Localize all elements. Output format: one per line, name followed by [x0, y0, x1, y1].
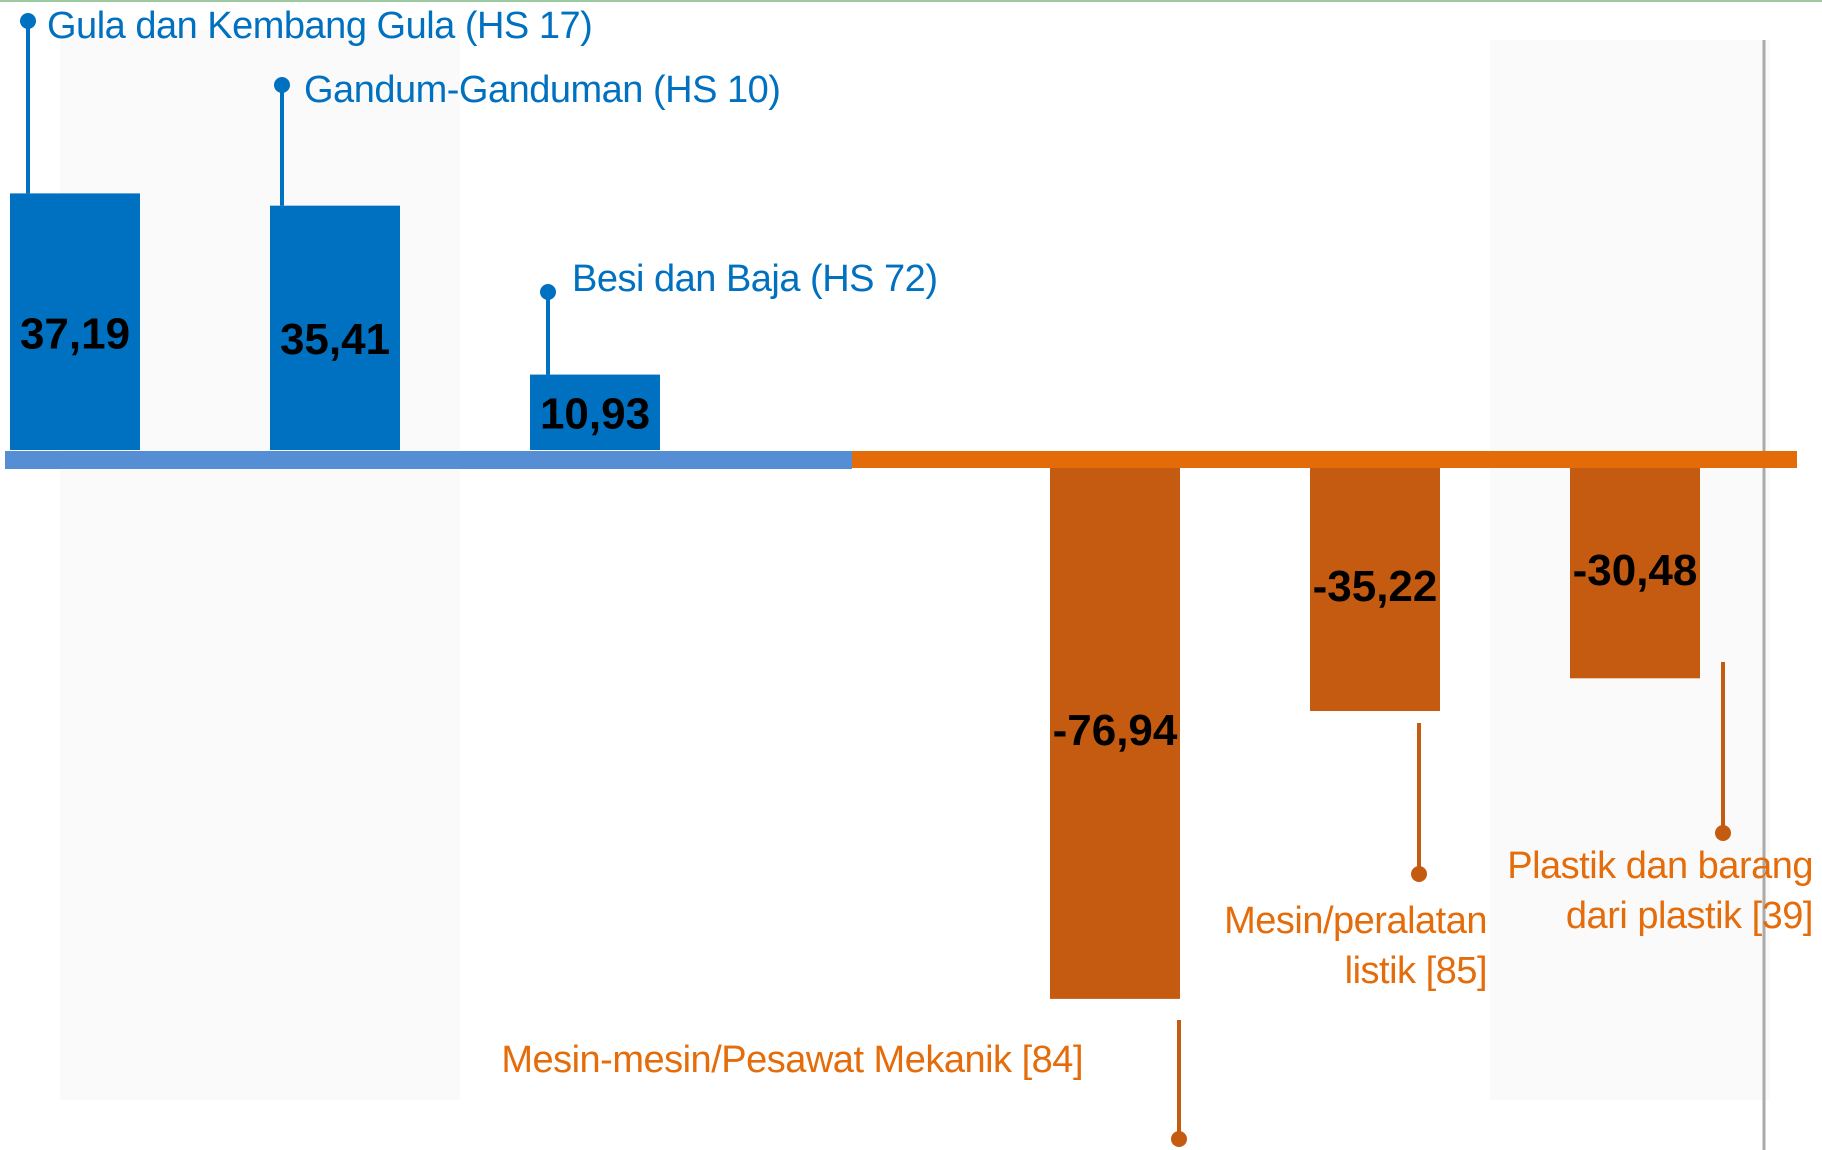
value-label: 35,41	[280, 315, 390, 364]
bar	[10, 193, 140, 450]
value-label: -30,48	[1573, 546, 1698, 595]
bar	[1050, 468, 1180, 999]
category-label: Mesin/peralatan listik [85]	[1224, 900, 1487, 992]
bar	[1310, 468, 1440, 712]
category-label: Plastik dan barang dari plastik [39]	[1507, 845, 1813, 937]
leader-dot	[274, 77, 290, 93]
baseline-positive	[5, 451, 852, 469]
category-label: Gula dan Kembang Gula (HS 17)	[47, 5, 593, 47]
bar	[1570, 468, 1700, 679]
value-label: 10,93	[540, 389, 650, 438]
leader-dot	[1411, 866, 1427, 882]
leader-dot	[540, 284, 556, 300]
bar	[270, 205, 400, 450]
value-label: -35,22	[1313, 562, 1438, 611]
background-panel	[60, 30, 460, 1100]
leader-dot	[1171, 1131, 1187, 1147]
category-label: Mesin-mesin/Pesawat Mekanik [84]	[501, 1039, 1083, 1081]
category-label: Gandum-Ganduman (HS 10)	[304, 69, 781, 111]
leader-dot	[1715, 825, 1731, 841]
category-label: Besi dan Baja (HS 72)	[572, 258, 938, 300]
value-label: -76,94	[1053, 706, 1178, 755]
leader-dot	[20, 13, 36, 29]
baseline-negative	[852, 451, 1797, 468]
bar	[530, 374, 660, 450]
value-label: 37,19	[20, 310, 130, 359]
